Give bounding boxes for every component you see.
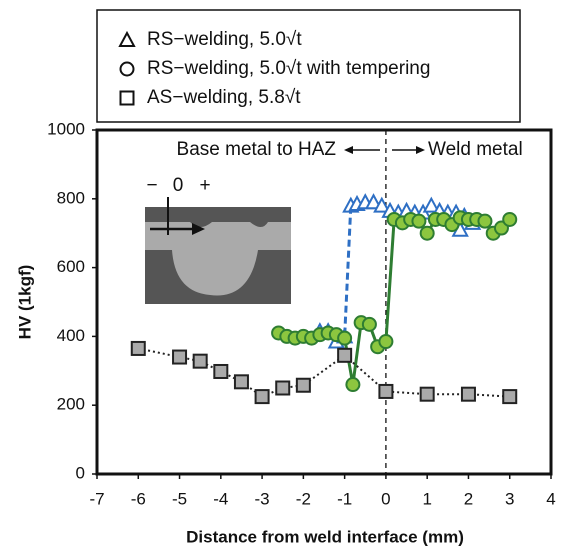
data-point — [254, 389, 270, 405]
legend-marker — [118, 30, 136, 47]
data-point — [364, 193, 383, 210]
legend-label: AS−welding, 5.8√t — [147, 87, 301, 108]
data-point — [419, 225, 435, 241]
legend-marker — [119, 90, 135, 106]
legend-marker — [119, 61, 135, 77]
y-tick-label: 0 — [76, 463, 85, 482]
data-point — [460, 386, 476, 402]
x-tick-label: -2 — [296, 489, 311, 508]
legend-box — [96, 9, 521, 123]
annotation: + — [199, 175, 210, 196]
data-point — [477, 213, 493, 229]
series-line — [278, 216, 511, 385]
data-point — [337, 330, 353, 346]
x-tick-label: -7 — [89, 489, 104, 508]
data-point — [373, 196, 391, 213]
data-point — [378, 383, 394, 399]
data-point — [275, 380, 291, 396]
x-tick-label: -4 — [213, 489, 228, 508]
x-tick-label: 3 — [505, 489, 514, 508]
data-point — [378, 334, 394, 350]
x-tick-label: -5 — [172, 489, 187, 508]
data-point — [130, 340, 146, 356]
x-tick-label: -6 — [131, 489, 146, 508]
legend-label: RS−welding, 5.0√t — [147, 29, 302, 50]
x-tick-label: -3 — [255, 489, 270, 508]
left-arrowhead — [344, 146, 353, 154]
data-point — [502, 389, 518, 405]
data-point — [361, 316, 377, 332]
legend-label: RS−welding, 5.0√t with tempering — [147, 58, 430, 79]
y-axis-label: HV (1kgf) — [15, 265, 34, 340]
y-tick-label: 200 — [57, 395, 85, 414]
micrograph-weld — [145, 222, 291, 296]
data-point — [295, 377, 311, 393]
x-tick-label: 1 — [422, 489, 431, 508]
data-point — [345, 377, 361, 393]
data-point — [502, 211, 518, 227]
data-point — [233, 374, 249, 390]
annotation: Weld metal — [428, 139, 523, 160]
x-tick-label: 0 — [381, 489, 390, 508]
data-point — [419, 386, 435, 402]
x-tick-label: 4 — [546, 489, 555, 508]
data-point — [411, 213, 427, 229]
data-point — [213, 363, 229, 379]
plot-frame — [95, 128, 553, 476]
annotation: Base metal to HAZ — [177, 139, 337, 160]
annotation: − — [146, 175, 157, 196]
y-tick-label: 400 — [57, 326, 85, 345]
x-axis-label: Distance from weld interface (mm) — [186, 527, 464, 546]
right-arrowhead — [416, 146, 425, 154]
y-tick-label: 800 — [57, 188, 85, 207]
annotation: 0 — [173, 175, 184, 196]
data-point — [422, 196, 440, 213]
x-tick-label: -1 — [337, 489, 352, 508]
x-tick-label: 2 — [464, 489, 473, 508]
data-point — [172, 349, 188, 365]
micrograph-arrowhead — [192, 223, 205, 235]
y-tick-label: 600 — [57, 257, 85, 276]
data-point — [337, 347, 353, 363]
data-point — [192, 353, 208, 369]
y-tick-label: 1000 — [47, 119, 85, 138]
